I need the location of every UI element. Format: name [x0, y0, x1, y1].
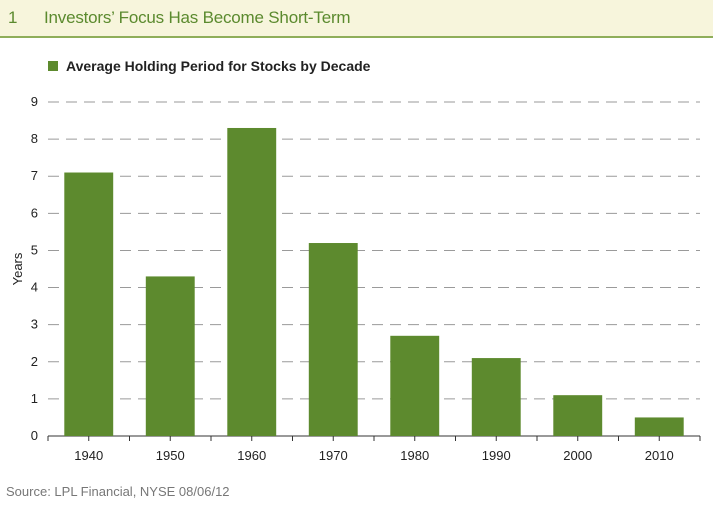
bar-chart: 0 1 2 3 4 5 6 7 8 9 Years 1940 1950 1960 1970 1980 1990 2… [10, 94, 701, 463]
legend-swatch [48, 61, 58, 71]
x-tick-label: 1950 [156, 448, 185, 463]
y-tick-label: 4 [31, 280, 38, 295]
x-tick-label: 2000 [563, 448, 592, 463]
y-tick-label: 6 [31, 205, 38, 220]
chart-title: Investors’ Focus Has Become Short-Term [44, 8, 351, 27]
y-tick-label: 2 [31, 354, 38, 369]
bar [64, 172, 114, 436]
x-tick-label: 1990 [482, 448, 511, 463]
legend: Average Holding Period for Stocks by Dec… [48, 58, 370, 74]
y-tick-label: 0 [31, 428, 38, 443]
chart-number: 1 [8, 8, 18, 27]
bar [390, 335, 440, 436]
x-tick-label: 1940 [74, 448, 103, 463]
bar [471, 358, 521, 436]
source-note: Source: LPL Financial, NYSE 08/06/12 [6, 484, 230, 499]
y-tick-label: 7 [31, 168, 38, 183]
bar [308, 243, 358, 436]
title-bar: 1 Investors’ Focus Has Become Short-Term [0, 0, 713, 38]
y-tick-label: 8 [31, 131, 38, 146]
bar [634, 417, 684, 436]
y-tick-label: 5 [31, 242, 38, 257]
bar [145, 276, 195, 436]
x-tick-label: 1960 [237, 448, 266, 463]
x-tick-label: 2010 [645, 448, 674, 463]
bar [227, 127, 277, 436]
x-tick-label: 1970 [319, 448, 348, 463]
y-axis-title: Years [10, 252, 25, 285]
x-tick-label: 1980 [400, 448, 429, 463]
y-tick-label: 9 [31, 94, 38, 109]
y-tick-label: 3 [31, 317, 38, 332]
bar [553, 395, 603, 436]
legend-label: Average Holding Period for Stocks by Dec… [66, 58, 371, 74]
y-tick-label: 1 [31, 391, 38, 406]
